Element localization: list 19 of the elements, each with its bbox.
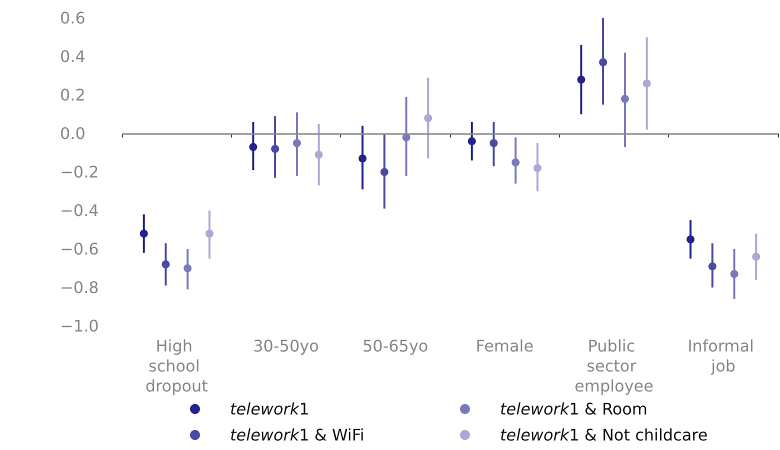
legend-label: telework1 bbox=[230, 400, 310, 418]
y-tick-label: 0.6 bbox=[60, 8, 86, 28]
y-tick-label: −1.0 bbox=[60, 316, 99, 336]
y-tick-label: −0.4 bbox=[60, 201, 99, 220]
legend-label: telework1 & Room bbox=[500, 400, 648, 418]
y-tick-label: −0.8 bbox=[60, 278, 99, 297]
x-tick-label: Informal job bbox=[688, 336, 760, 376]
x-tick-label: Public sector employee bbox=[574, 336, 654, 396]
legend-label: telework1 & WiFi bbox=[230, 426, 364, 444]
y-tick-label: 0.2 bbox=[60, 86, 86, 104]
x-tick-label: High school dropout bbox=[145, 336, 208, 396]
x-tick-label: 50-65yo bbox=[362, 336, 428, 356]
y-tick-label: −0.2 bbox=[60, 162, 99, 182]
x-tick-label: 30-50yo bbox=[253, 336, 319, 356]
y-tick-label: 0.0 bbox=[60, 124, 86, 143]
y-tick-label: −0.6 bbox=[60, 240, 99, 258]
legend-label: telework1 & Not childcare bbox=[500, 426, 708, 444]
y-tick-label: 0.4 bbox=[60, 47, 86, 66]
x-tick-label: Female bbox=[476, 336, 534, 356]
